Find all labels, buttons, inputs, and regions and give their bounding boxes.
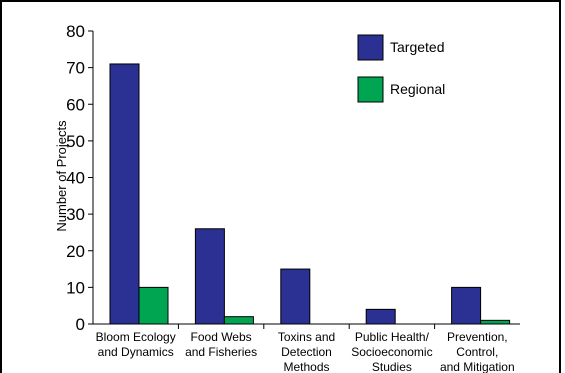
y-tick-label: 70 — [66, 59, 85, 78]
x-category-label: Public Health/Socioeconomic Studies — [351, 330, 432, 373]
y-tick-label: 60 — [66, 95, 85, 114]
x-category-label-line: Public Health/ — [355, 330, 430, 344]
y-tick-label: 30 — [66, 205, 85, 224]
x-category-label: Prevention, Control, and Mitigation — [440, 330, 515, 373]
x-category-label-line: and Dynamics — [98, 345, 174, 359]
x-category-label: Food Webs and Fisheries — [185, 330, 257, 359]
x-category-label-line: and Fisheries — [185, 345, 257, 359]
y-axis-title: Number of Projects — [54, 120, 69, 232]
y-tick-label: 0 — [76, 315, 85, 334]
x-category-label-line: and Mitigation — [440, 360, 515, 373]
y-tick-label: 40 — [66, 169, 85, 188]
x-category-label-line: Studies — [372, 360, 412, 373]
x-category-label-line: Control, — [456, 345, 498, 359]
x-category-label-line: Prevention, — [447, 330, 508, 344]
y-tick-label: 20 — [66, 242, 85, 261]
x-category-label-line: Bloom Ecology — [96, 330, 176, 344]
x-category-label-line: Detection — [281, 345, 332, 359]
x-category-label-line: Socioeconomic — [351, 345, 432, 359]
x-category-label-line: Food Webs — [191, 330, 252, 344]
bar-regional — [480, 319, 511, 325]
bar-regional — [223, 316, 254, 325]
labels: 0 10 20 30 40 50 60 70 80 Bloom Ecology and Dynami… — [66, 22, 515, 373]
x-category-label-line: Toxins and — [278, 330, 335, 344]
bar-targeted — [365, 308, 396, 325]
y-tick-label: 50 — [66, 132, 85, 151]
legend-label-regional: Regional — [390, 81, 445, 97]
x-category-label: Bloom Ecology and Dynamics — [96, 330, 176, 359]
bar-targeted — [280, 268, 311, 325]
y-tick-label: 80 — [66, 22, 85, 41]
legend-label-targeted: Targeted — [390, 39, 444, 55]
bars — [109, 63, 511, 325]
x-category-label-line: Methods — [283, 360, 329, 373]
bar-targeted — [109, 63, 140, 325]
legend-swatch-regional — [357, 76, 384, 103]
legend-swatch-targeted — [357, 34, 384, 61]
bar-targeted — [194, 228, 225, 325]
bar-regional — [138, 286, 169, 325]
bar-targeted — [451, 286, 482, 325]
y-tick-label: 10 — [66, 278, 85, 297]
legend: Targeted Regional — [357, 34, 445, 103]
x-category-label: Toxins and Detection Methods — [278, 330, 335, 373]
